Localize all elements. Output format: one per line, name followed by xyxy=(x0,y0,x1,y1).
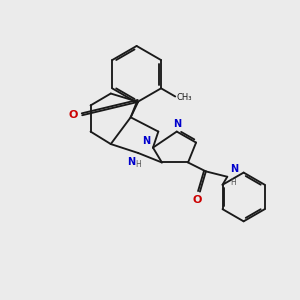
Text: N: N xyxy=(142,136,151,146)
Text: H: H xyxy=(135,160,141,169)
Text: N: N xyxy=(127,157,135,166)
Text: CH₃: CH₃ xyxy=(177,93,192,102)
Text: O: O xyxy=(68,110,78,120)
Text: H: H xyxy=(230,178,236,187)
Text: N: N xyxy=(230,164,238,174)
Text: N: N xyxy=(173,118,181,129)
Text: O: O xyxy=(192,195,202,205)
